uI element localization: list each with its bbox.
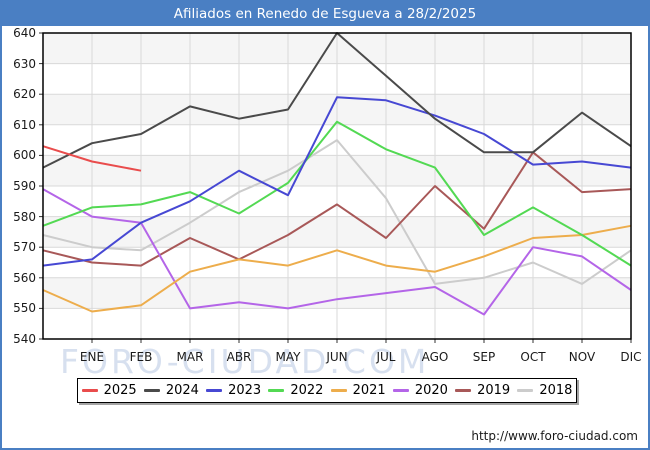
y-axis-tick-label: 580: [13, 209, 36, 224]
legend-item-2024[interactable]: 2024: [143, 383, 199, 398]
x-axis-tick-label: FEB: [129, 350, 153, 364]
y-axis-tick-label: 630: [13, 56, 36, 71]
series-line-2025: [42, 145, 142, 172]
legend-swatch-icon: [517, 389, 534, 392]
legend-label: 2019: [477, 383, 511, 398]
legend-swatch-icon: [81, 389, 98, 392]
plot-border: [42, 32, 632, 340]
legend-swatch-icon: [455, 389, 472, 392]
legend-label: 2023: [228, 383, 262, 398]
series-line-2021: [42, 224, 632, 313]
legend-label: 2021: [352, 383, 386, 398]
y-axis-tick-label: 590: [13, 179, 36, 193]
legend-item-2022[interactable]: 2022: [268, 383, 323, 398]
y-axis-tick-label: 550: [13, 301, 36, 316]
legend-item-2021[interactable]: 2021: [330, 383, 386, 398]
legend-swatch-icon: [143, 389, 160, 392]
legend-item-2020[interactable]: 2020: [392, 383, 448, 398]
x-axis-tick-label: OCT: [520, 350, 546, 364]
y-axis-tick-label: 620: [13, 87, 36, 102]
x-axis-tick-label: MAR: [176, 350, 204, 364]
legend-item-2018[interactable]: 2018: [517, 383, 572, 398]
legend-item-2025[interactable]: 2025: [81, 383, 137, 398]
chart-title: Afiliados en Renedo de Esgueva a 28/2/20…: [2, 2, 648, 26]
y-axis-tick-label: 560: [13, 270, 36, 285]
legend-item-2023[interactable]: 2023: [206, 383, 261, 398]
legend-swatch-icon: [392, 389, 409, 392]
y-axis-tick-label: 570: [13, 240, 36, 255]
x-axis-tick-label: DIC: [620, 350, 642, 364]
x-axis-tick-label: AGO: [421, 350, 449, 364]
watermark: FORO-CIUDAD.COM: [60, 342, 430, 381]
legend-swatch-icon: [206, 389, 223, 392]
series-line-2023: [42, 96, 632, 267]
x-axis-tick-label: MAY: [275, 350, 301, 364]
legend-label: 2024: [165, 383, 199, 398]
series-line-2018: [42, 139, 632, 285]
x-axis-tick-label: JUL: [376, 350, 396, 364]
y-axis-tick-label: 610: [13, 117, 36, 132]
x-axis-tick-label: ABR: [226, 350, 252, 364]
series-line-2022: [42, 120, 632, 267]
x-axis-tick-label: SEP: [472, 350, 496, 364]
legend-label: 2018: [539, 383, 573, 398]
legend-swatch-icon: [330, 389, 347, 392]
x-axis-tick-label: JUN: [326, 350, 348, 364]
footer-url[interactable]: http://www.foro-ciudad.com: [471, 429, 638, 443]
legend-label: 2020: [414, 383, 448, 398]
legend-swatch-icon: [268, 389, 285, 392]
legend-label: 2022: [290, 383, 324, 398]
y-axis-tick-label: 540: [13, 332, 36, 346]
legend-item-2019[interactable]: 2019: [455, 383, 510, 398]
y-axis-tick-label: 600: [13, 148, 36, 163]
legend-box: 2025 2024 2023 2022 2021 2020 2019 2018: [77, 378, 577, 403]
x-axis-tick-label: NOV: [568, 350, 596, 364]
x-axis-tick-label: ENE: [79, 350, 105, 364]
y-axis-tick-label: 640: [13, 26, 36, 40]
legend-label: 2025: [103, 383, 137, 398]
